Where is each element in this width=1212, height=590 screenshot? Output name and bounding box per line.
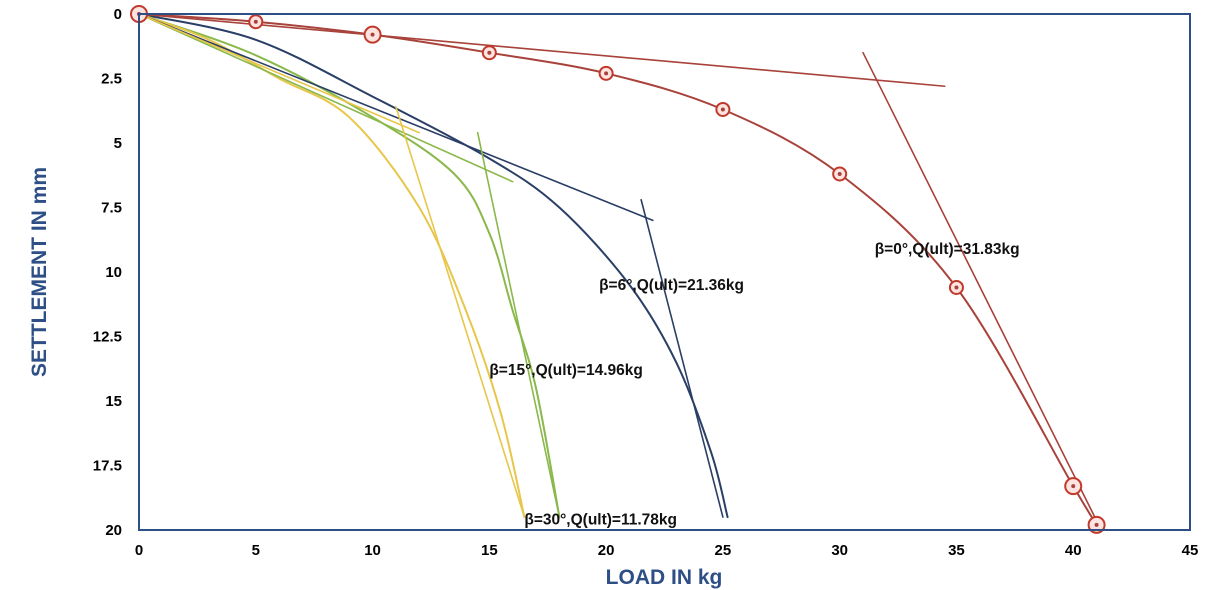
data-point-center xyxy=(604,71,609,76)
tangent-line-1 xyxy=(138,13,946,88)
y-tick-label: 0 xyxy=(114,6,122,23)
data-point-center xyxy=(954,285,959,290)
x-tick-labels: 0 5 10 15 20 25 30 35 40 45 xyxy=(135,542,1199,559)
x-tick-label: 45 xyxy=(1182,542,1199,559)
x-tick-label: 5 xyxy=(252,542,260,559)
data-point-center xyxy=(1094,522,1099,527)
data-point-center xyxy=(1071,484,1076,489)
x-tick-label: 0 xyxy=(135,542,143,559)
data-point-center xyxy=(370,32,375,37)
tangent-line-3 xyxy=(138,13,654,222)
series-line-1 xyxy=(138,13,1098,526)
data-point-center xyxy=(837,171,842,176)
ultimate-load-annotation: β=6°,Q(ult)=21.36kg xyxy=(599,277,744,294)
y-axis-title: SETTLEMENT IN mm xyxy=(28,167,51,377)
x-tick-label: 20 xyxy=(598,542,615,559)
tangent-line-4 xyxy=(640,198,724,518)
data-point-center xyxy=(487,50,492,55)
y-tick-label: 12.5 xyxy=(93,329,122,346)
annotation-layer: β=0°,Q(ult)=31.83kg β=6°,Q(ult)=21.36kg β=… xyxy=(489,241,1019,529)
y-tick-label: 7.5 xyxy=(101,200,122,217)
y-tick-label: 20 xyxy=(105,522,122,539)
plot-area-frame xyxy=(138,13,1191,531)
tangent-line-7 xyxy=(138,13,421,134)
series-layer xyxy=(138,13,1103,531)
y-tick-label: 15 xyxy=(105,393,122,410)
tangent-line-6 xyxy=(476,131,561,518)
series-line-3 xyxy=(138,13,561,519)
x-tick-label: 35 xyxy=(948,542,965,559)
data-point-center xyxy=(720,107,725,112)
tangent-line-5 xyxy=(138,13,514,183)
series-line-2 xyxy=(138,13,729,519)
ultimate-load-annotation: β=30°,Q(ult)=11.78kg xyxy=(524,512,677,529)
y-tick-label: 2.5 xyxy=(101,71,122,88)
x-tick-label: 40 xyxy=(1065,542,1082,559)
x-tick-label: 30 xyxy=(831,542,848,559)
x-tick-label: 10 xyxy=(364,542,381,559)
y-tick-labels: 0 2.5 5 7.5 10 12.5 15 17.5 20 xyxy=(93,6,122,539)
x-tick-label: 25 xyxy=(715,542,732,559)
ultimate-load-annotation: β=0°,Q(ult)=31.83kg xyxy=(875,241,1020,258)
x-axis-title: LOAD IN kg xyxy=(606,566,723,589)
ultimate-load-annotation: β=15°,Q(ult)=14.96kg xyxy=(489,362,643,379)
y-tick-label: 17.5 xyxy=(93,458,122,475)
tangent-line-2 xyxy=(862,51,1103,531)
y-tick-label: 10 xyxy=(105,264,122,281)
x-tick-label: 15 xyxy=(481,542,498,559)
marker-layer xyxy=(130,5,1106,534)
tangent-line-8 xyxy=(395,106,526,518)
y-tick-label: 5 xyxy=(114,135,122,152)
data-point-center xyxy=(253,19,258,24)
